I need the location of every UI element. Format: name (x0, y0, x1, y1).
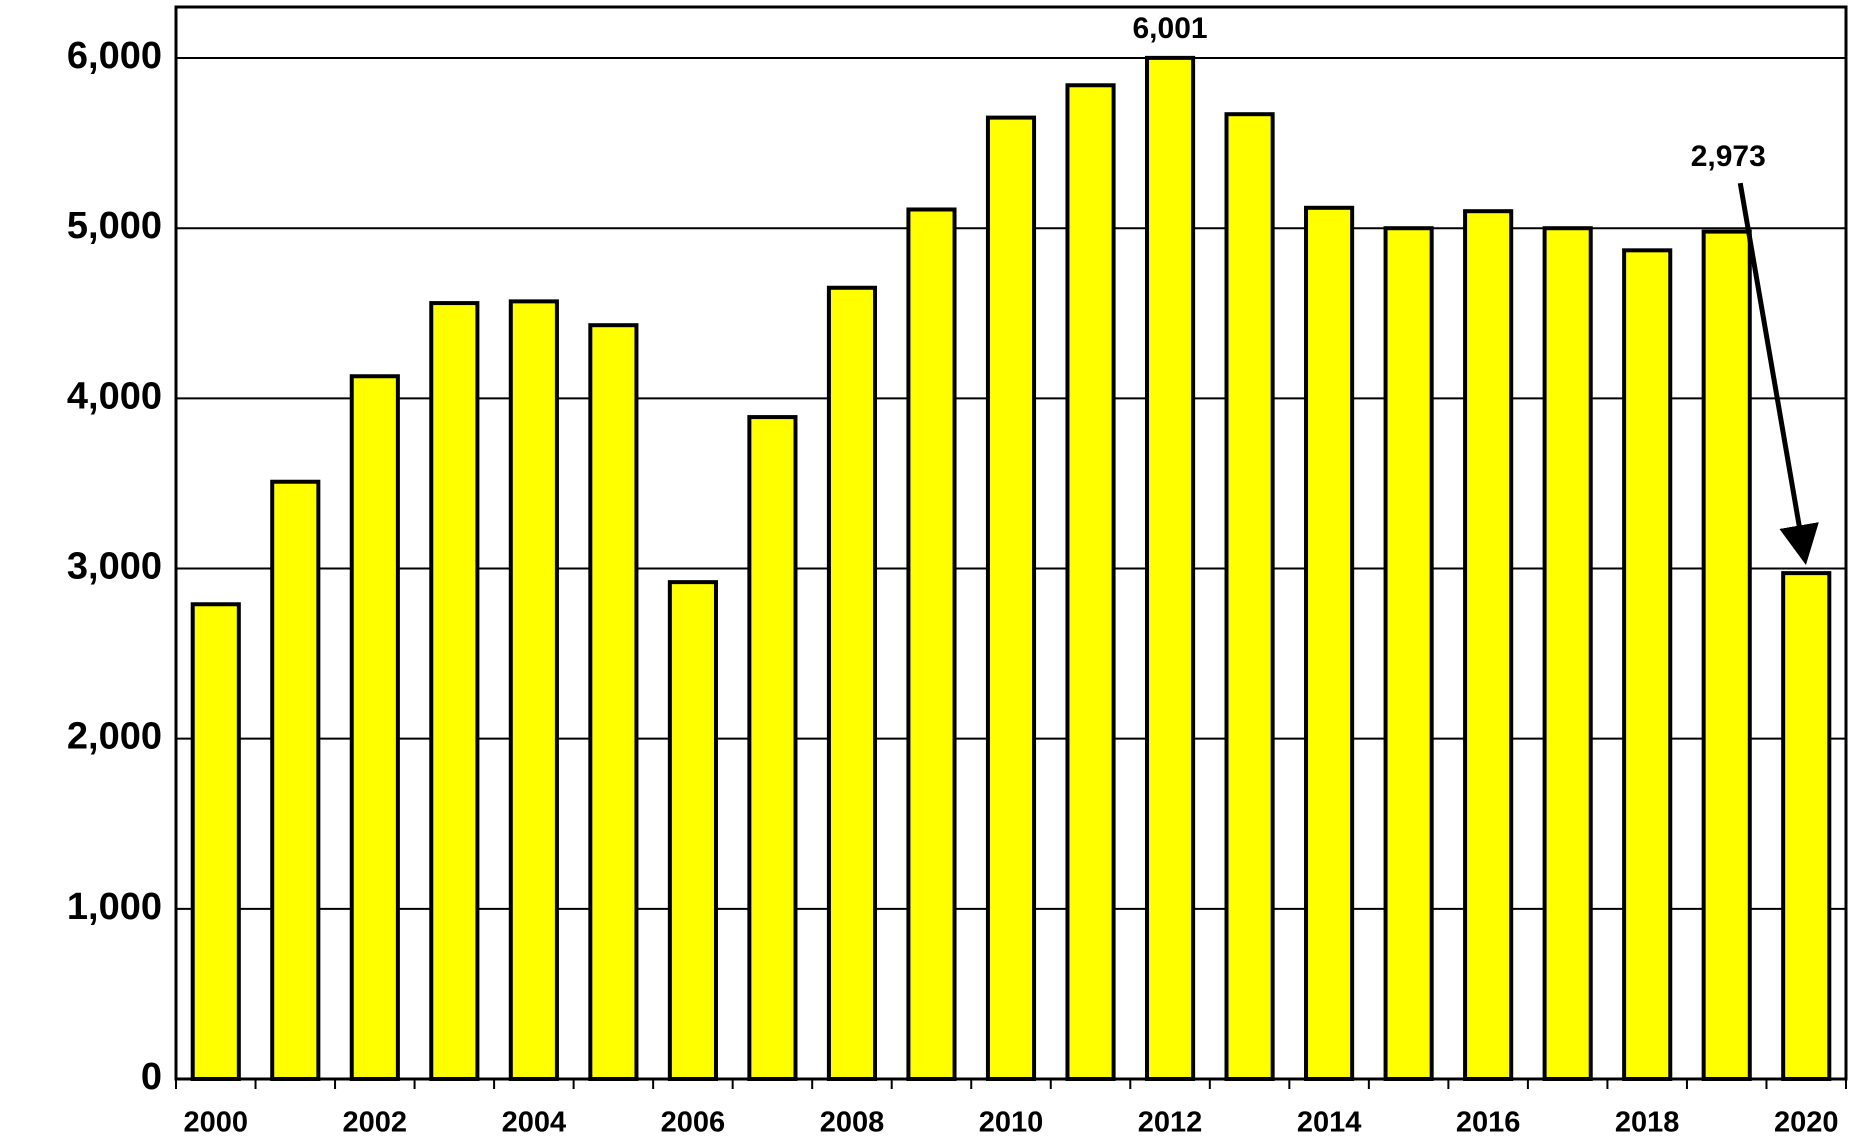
x-tick-label: 2002 (343, 1107, 408, 1139)
y-tick-label: 5,000 (67, 205, 162, 247)
value-label: 2,973 (1691, 140, 1766, 173)
x-tick-label: 2004 (502, 1107, 567, 1139)
bar (508, 299, 559, 1082)
bar (190, 602, 241, 1081)
bar (1065, 83, 1116, 1082)
bar (826, 285, 878, 1081)
bar (349, 374, 400, 1081)
x-tick-label: 2006 (661, 1107, 726, 1139)
bar (1383, 226, 1434, 1081)
x-tick-label: 2018 (1615, 1107, 1680, 1139)
annotation-arrow (1737, 182, 1819, 565)
bar (270, 479, 321, 1081)
x-tick-label: 2016 (1456, 1107, 1521, 1139)
bar (1304, 205, 1355, 1082)
bar (747, 415, 798, 1082)
y-tick-label: 6,000 (67, 35, 162, 77)
x-tick-label: 2010 (979, 1107, 1044, 1139)
x-tick-label: 2008 (820, 1107, 885, 1139)
x-tick-label: 2012 (1138, 1107, 1203, 1139)
bar (1144, 55, 1196, 1082)
bar (667, 580, 718, 1082)
y-tick-label: 4,000 (67, 375, 162, 417)
y-tick-label: 3,000 (67, 546, 162, 588)
x-tick-label: 2014 (1297, 1107, 1362, 1139)
y-tick-label: 0 (141, 1056, 162, 1098)
bar (429, 301, 480, 1082)
y-tick-label: 1,000 (67, 886, 162, 928)
y-tick-label: 2,000 (67, 716, 162, 758)
x-tick-label: 2000 (184, 1107, 249, 1139)
bar (985, 115, 1037, 1082)
bar (906, 207, 957, 1081)
bar (588, 323, 639, 1081)
x-tick-label: 2020 (1774, 1107, 1839, 1139)
value-label: 6,001 (1133, 12, 1208, 45)
bar (1463, 209, 1514, 1081)
bar (1701, 229, 1752, 1082)
bar (1622, 248, 1673, 1082)
bar (1224, 112, 1275, 1081)
bar (1781, 571, 1832, 1081)
bar (1542, 226, 1593, 1081)
